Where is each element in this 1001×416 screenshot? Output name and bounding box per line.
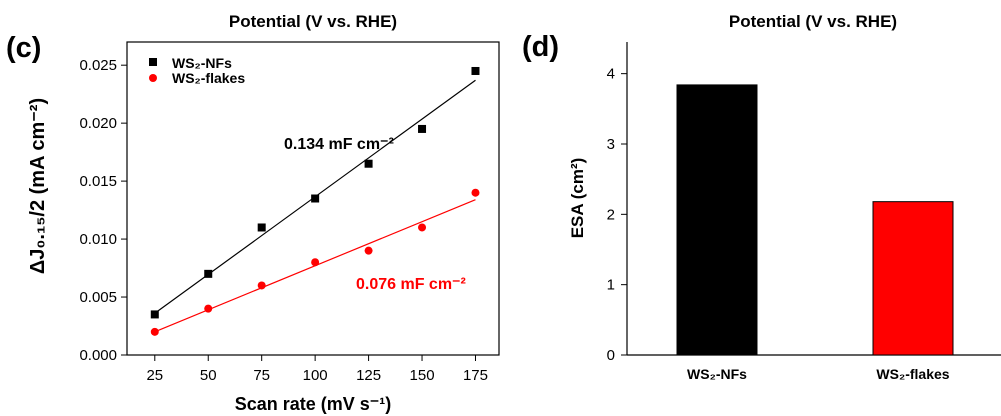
- y-tick-label: 0.020: [79, 115, 117, 132]
- panel-d-bars: [676, 84, 954, 356]
- y-tick-label: 0.025: [79, 57, 117, 74]
- x-tick-label: 175: [463, 367, 488, 384]
- y-tick-label: 0.005: [79, 289, 117, 306]
- panel-c-plot-frame: [126, 41, 500, 356]
- annotation-slope-ws2-nfs: 0.134 mF cm⁻²: [284, 136, 394, 153]
- panel-d-y-ticks: 0 1 2 3 4: [607, 66, 627, 364]
- data-point-series-1: [204, 304, 213, 313]
- y-tick-label: 2: [607, 206, 615, 223]
- panel-d-category-labels: WS₂-NFs WS₂-flakes: [687, 366, 950, 382]
- data-point-series-1: [311, 258, 320, 267]
- x-tick-label: 50: [200, 367, 217, 384]
- y-tick-label: 3: [607, 136, 615, 153]
- data-point-series-0: [204, 269, 213, 278]
- y-tick-label: 0.010: [79, 231, 117, 248]
- panel-c-y-axis-label: ΔJ₀.₁₅/2 (mA cm⁻²): [27, 98, 49, 274]
- data-point-series-0: [418, 124, 427, 133]
- data-point-series-1: [471, 188, 480, 197]
- y-tick-label: 4: [607, 66, 615, 83]
- x-tick-label: 75: [253, 367, 270, 384]
- x-tick-label: 25: [146, 367, 163, 384]
- legend-marker-ws2-nfs: [149, 58, 157, 66]
- panel-d-top-title: Potential (V vs. RHE): [729, 12, 897, 31]
- panel-c-y-ticks: 0.000 0.005 0.010 0.015 0.020 0.025: [79, 57, 127, 364]
- data-point-series-0: [150, 310, 159, 319]
- x-tick-label: 150: [410, 367, 435, 384]
- panel-c-data-points: [150, 66, 480, 336]
- category-label: WS₂-NFs: [687, 366, 747, 382]
- data-point-series-1: [418, 223, 427, 232]
- y-tick-label: 0.000: [79, 347, 117, 364]
- panel-c-legend: WS₂-NFs WS₂-flakes: [149, 55, 245, 86]
- panel-c-label: (c): [6, 32, 41, 64]
- panel-d-label: (d): [522, 31, 559, 63]
- data-point-series-0: [257, 223, 266, 232]
- y-tick-label: 0: [607, 347, 615, 364]
- legend-label-ws2-flakes: WS₂-flakes: [172, 70, 245, 86]
- category-label: WS₂-flakes: [876, 366, 949, 382]
- bar-0: [676, 84, 758, 356]
- annotation-slope-ws2-flakes: 0.076 mF cm⁻²: [356, 276, 466, 293]
- data-point-series-0: [311, 194, 320, 203]
- data-point-series-0: [471, 66, 480, 75]
- data-point-series-1: [150, 327, 159, 336]
- panel-c-fit-lines: [154, 79, 476, 333]
- panel-c-top-title: Potential (V vs. RHE): [229, 12, 397, 31]
- legend-marker-ws2-flakes: [149, 74, 157, 82]
- data-point-series-0: [364, 159, 373, 168]
- x-tick-label: 100: [303, 367, 328, 384]
- data-point-series-1: [364, 246, 373, 255]
- y-tick-label: 0.015: [79, 173, 117, 190]
- x-tick-label: 125: [356, 367, 381, 384]
- panel-c-x-axis-label: Scan rate (mV s⁻¹): [235, 394, 392, 414]
- y-tick-label: 1: [607, 277, 615, 294]
- data-point-series-1: [257, 281, 266, 290]
- bar-1: [872, 201, 954, 356]
- panel-c-x-ticks: 25 50 75 100 125 150 175: [146, 355, 488, 384]
- legend-label-ws2-nfs: WS₂-NFs: [172, 55, 232, 71]
- panel-d-y-axis-label: ESA (cm²): [568, 158, 587, 239]
